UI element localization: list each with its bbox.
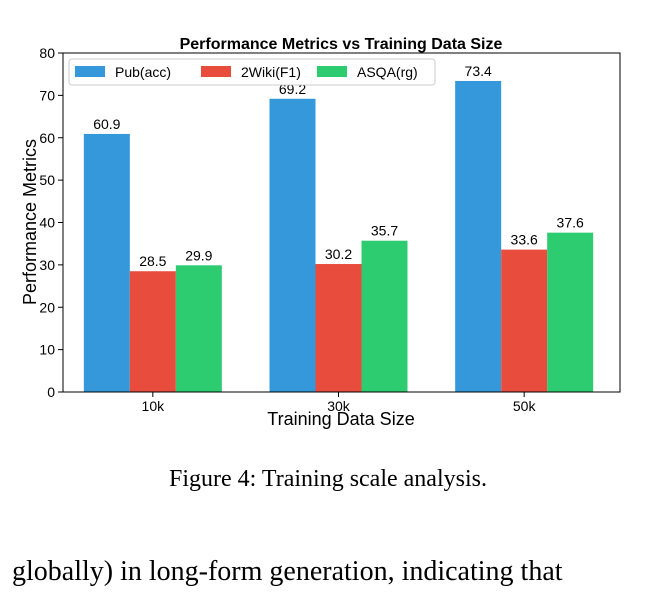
bar-value-label: 60.9 — [93, 116, 120, 132]
legend-swatch — [201, 66, 231, 77]
legend-label: Pub(acc) — [115, 64, 171, 80]
x-tick-label: 30k — [327, 398, 351, 414]
y-tick-label: 50 — [39, 172, 55, 188]
y-tick-label: 20 — [39, 299, 55, 315]
y-tick-label: 80 — [39, 45, 55, 61]
bar-value-label: 33.6 — [511, 232, 538, 248]
legend: Pub(acc) 2Wiki(F1) ASQA(rg) — [68, 58, 436, 86]
y-tick-label: 0 — [47, 384, 55, 400]
legend-swatch — [75, 66, 105, 77]
bar — [175, 265, 222, 392]
bar-value-label: 73.4 — [465, 63, 492, 79]
bar-value-label: 28.5 — [139, 253, 166, 269]
legend-label: 2Wiki(F1) — [241, 64, 301, 80]
plot-frame — [62, 52, 621, 393]
y-tick-label: 70 — [39, 87, 55, 103]
bar — [547, 232, 594, 392]
bar — [361, 240, 408, 392]
x-tick-label: 50k — [513, 398, 537, 414]
figure-caption: Figure 4: Training scale analysis. — [169, 466, 487, 492]
y-axis: 0 10 20 30 40 50 60 70 80 — [39, 45, 63, 400]
bar — [315, 264, 362, 392]
bar — [501, 249, 548, 392]
x-tick-label: 10k — [142, 398, 166, 414]
bar-value-label: 29.9 — [185, 247, 212, 263]
bar-value-label: 35.7 — [371, 223, 398, 239]
body-text-clipped-line — [12, 596, 632, 606]
chart: Performance Metrics vs Training Data Siz… — [20, 36, 621, 429]
bar — [129, 271, 176, 392]
y-tick-label: 30 — [39, 257, 55, 273]
y-tick-label: 10 — [39, 342, 55, 358]
y-axis-label: Performance Metrics — [20, 139, 40, 305]
body-text-line: globally) in long-form generation, indic… — [12, 556, 563, 587]
y-tick-label: 60 — [39, 130, 55, 146]
x-axis-label: Training Data Size — [267, 409, 414, 429]
y-tick-label: 40 — [39, 215, 55, 231]
legend-label: ASQA(rg) — [357, 64, 418, 80]
bar-value-label: 37.6 — [557, 215, 584, 231]
bar-value-label: 30.2 — [325, 246, 352, 262]
chart-title: Performance Metrics vs Training Data Siz… — [180, 36, 503, 53]
bar — [455, 80, 502, 392]
x-axis: 10k 30k 50k — [142, 392, 537, 414]
legend-swatch — [317, 66, 347, 77]
legend-frame — [68, 58, 436, 86]
bar — [83, 133, 130, 392]
bars-group: 60.928.5 29.969.230.235.773.433.637.6 — [83, 63, 594, 392]
bar — [269, 98, 316, 392]
